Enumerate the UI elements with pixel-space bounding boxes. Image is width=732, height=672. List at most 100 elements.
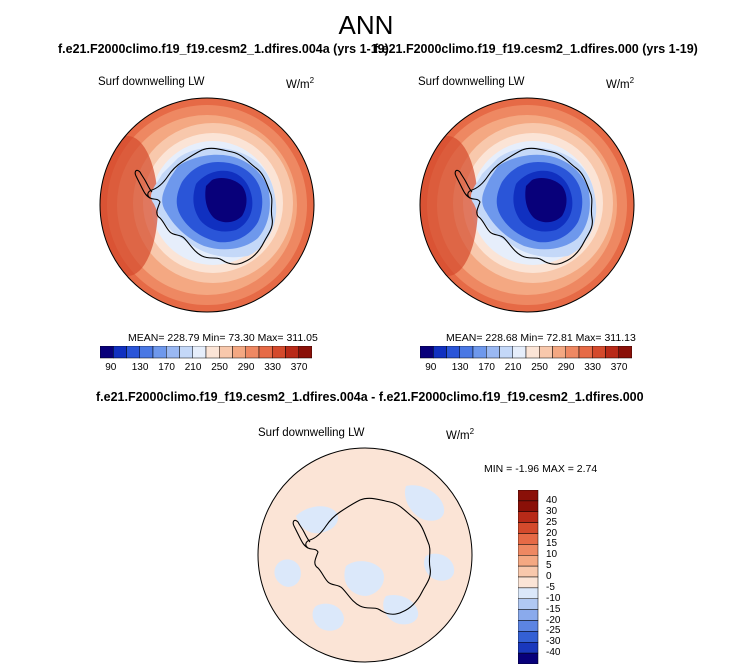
panel-1-units: W/m2 xyxy=(286,76,315,91)
colorbar-swatch xyxy=(205,346,220,359)
colorbar-swatch xyxy=(518,522,539,534)
colorbar-swatch xyxy=(100,346,114,359)
colorbar-swatch xyxy=(518,609,539,621)
diff-polar-map xyxy=(257,447,473,663)
colorbar-swatch xyxy=(518,544,539,556)
colorbar-tick-label: 250 xyxy=(211,362,228,373)
colorbar-swatch xyxy=(518,631,539,643)
panel-2-polar-map xyxy=(419,97,635,313)
coastline xyxy=(467,147,593,265)
colorbar-swatch xyxy=(192,346,207,359)
colorbar-swatch xyxy=(113,346,127,359)
colorbar-swatch xyxy=(499,346,513,359)
diff-negative-region-2 xyxy=(344,561,385,596)
colorbar-swatch xyxy=(139,346,154,359)
map-border xyxy=(419,97,635,313)
colorbar-swatch xyxy=(472,346,487,359)
colorbar-swatch xyxy=(518,565,539,578)
colorbar-tick-label: 330 xyxy=(584,362,601,373)
colorbar-tick-label: 15 xyxy=(546,538,558,550)
peninsula-coastline xyxy=(454,169,473,199)
panel-2-colorbar xyxy=(420,346,632,359)
colorbar-tick-label: 250 xyxy=(531,362,548,373)
colorbar-tick-label: -10 xyxy=(546,592,561,604)
colorbar-tick-label: 0 xyxy=(546,571,552,582)
colorbar-swatch xyxy=(245,346,260,359)
map-cold-layer-4 xyxy=(205,178,247,223)
colorbar-swatch xyxy=(433,346,447,359)
figure-title: ANN xyxy=(338,10,394,40)
coastline xyxy=(147,147,273,265)
map-border xyxy=(99,97,315,313)
diff-negative-region-0 xyxy=(296,506,339,534)
panel-2-stats: MEAN= 228.68 Min= 72.81 Max= 311.13 xyxy=(446,332,636,344)
colorbar-swatch xyxy=(592,346,606,359)
colorbar-tick-label: 5 xyxy=(546,560,552,572)
diff-units: W/m2 xyxy=(446,427,475,442)
colorbar-swatch xyxy=(552,346,566,359)
diff-negative-region-3 xyxy=(274,559,301,587)
colorbar-tick-label: 170 xyxy=(478,362,495,373)
peninsula-coastline xyxy=(292,519,311,549)
panel-1-polar-map xyxy=(99,97,315,313)
colorbar-tick-label: 210 xyxy=(504,362,522,373)
colorbar-tick-label: 370 xyxy=(290,362,308,373)
colorbar-swatch xyxy=(518,533,539,545)
colorbar-swatch xyxy=(232,346,246,359)
colorbar-tick-label: -15 xyxy=(546,603,561,615)
panel-2-colorbar-labels: 90 130 170 210 250 290 330 370 xyxy=(420,362,632,376)
panel-2-case-title: f.e21.F2000climo.f19_f19.cesm2_1.dfires.… xyxy=(374,42,698,56)
colorbar-swatch xyxy=(518,511,539,523)
colorbar-tick-label: 370 xyxy=(610,362,628,373)
colorbar-tick-label: 170 xyxy=(158,362,175,373)
colorbar-swatch xyxy=(578,346,593,359)
colorbar-swatch xyxy=(525,346,540,359)
coastline xyxy=(305,497,431,615)
panel-1-colorbar-labels: 90 130 170 210 250 290 330 370 xyxy=(100,362,312,376)
colorbar-swatch xyxy=(518,490,539,502)
colorbar-swatch xyxy=(618,346,632,359)
diff-negative-region-6 xyxy=(312,603,344,631)
colorbar-tick-label: 30 xyxy=(546,505,558,517)
peninsula-coastline xyxy=(134,169,153,199)
panel-1-case-title: f.e21.F2000climo.f19_f19.cesm2_1.dfires.… xyxy=(58,42,389,56)
colorbar-tick-label: -5 xyxy=(546,581,555,593)
map-warm-lobe xyxy=(420,136,478,276)
colorbar-swatch xyxy=(219,346,233,359)
colorbar-swatch xyxy=(565,346,580,359)
colorbar-tick-label: 130 xyxy=(131,362,149,373)
map-border xyxy=(257,447,473,663)
colorbar-tick-label: 90 xyxy=(425,362,437,373)
colorbar-swatch xyxy=(420,346,434,359)
colorbar-tick-label: 20 xyxy=(546,527,558,539)
colorbar-swatch xyxy=(518,587,539,599)
colorbar-swatch xyxy=(272,346,286,359)
colorbar-tick-label: 130 xyxy=(451,362,469,373)
colorbar-swatch xyxy=(518,555,539,567)
colorbar-tick-label: 25 xyxy=(546,516,558,528)
diff-negative-region-4 xyxy=(383,594,419,625)
panel-1-stats: MEAN= 228.79 Min= 73.30 Max= 311.05 xyxy=(128,332,318,344)
colorbar-tick-label: 290 xyxy=(557,362,575,373)
colorbar-swatch xyxy=(446,346,460,359)
panel-2-variable-label: Surf downwelling LW xyxy=(418,76,525,88)
diff-variable-label: Surf downwelling LW xyxy=(258,427,365,439)
colorbar-tick-label: -30 xyxy=(546,636,561,648)
colorbar-swatch xyxy=(486,346,500,359)
colorbar-tick-label: 10 xyxy=(546,549,558,561)
diff-colorbar xyxy=(518,490,539,664)
panel-2-units: W/m2 xyxy=(606,76,635,91)
colorbar-swatch xyxy=(539,346,553,359)
colorbar-swatch xyxy=(459,346,474,359)
colorbar-swatch xyxy=(285,346,299,359)
colorbar-swatch xyxy=(126,346,140,359)
colorbar-tick-label: 330 xyxy=(264,362,281,373)
colorbar-tick-label: -40 xyxy=(546,647,561,659)
colorbar-swatch xyxy=(518,642,539,654)
colorbar-tick-label: 210 xyxy=(184,362,202,373)
colorbar-swatch xyxy=(179,346,193,359)
colorbar-swatch xyxy=(518,500,539,512)
colorbar-swatch xyxy=(512,346,527,359)
colorbar-tick-label: -20 xyxy=(546,614,561,626)
colorbar-tick-label: 290 xyxy=(237,362,255,373)
